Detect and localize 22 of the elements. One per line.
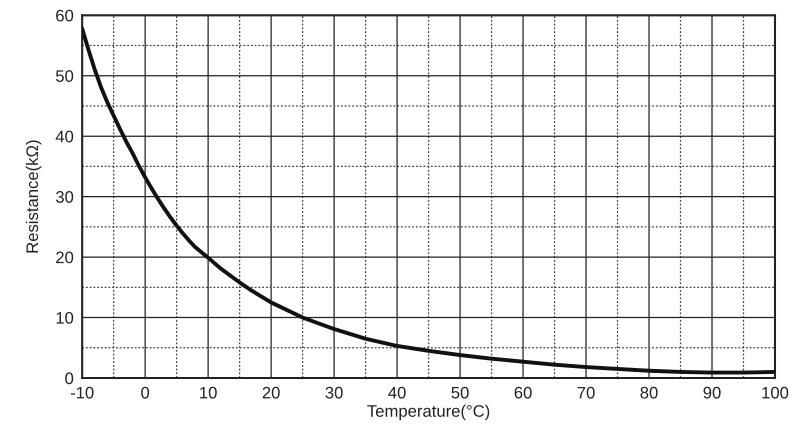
y-tick-label: 10 [56, 312, 74, 324]
x-tick-label: 50 [451, 386, 469, 399]
x-tick-label: 60 [514, 386, 532, 399]
y-tick-label: 50 [56, 70, 74, 82]
x-tick-label: -10 [70, 386, 94, 399]
x-tick-label: 0 [141, 386, 150, 399]
x-tick-label: 30 [325, 386, 343, 399]
x-tick-label: 80 [640, 386, 658, 399]
x-tick-label: 70 [578, 386, 595, 399]
y-tick-label: 30 [56, 191, 74, 203]
line-series [82, 26, 775, 375]
x-tick-label: 40 [388, 386, 406, 399]
y-tick-label: 0 [65, 372, 74, 384]
y-tick-label: 60 [56, 10, 74, 22]
y-tick-label: 20 [56, 252, 74, 264]
x-axis-title: Temperature(°C) [367, 404, 490, 420]
y-tick-label: 40 [56, 130, 74, 142]
y-axis-title: Resistance(kΩ) [26, 140, 42, 252]
x-tick-label: 20 [262, 386, 280, 399]
x-tick-label: 90 [704, 386, 721, 399]
x-tick-label: 100 [762, 386, 788, 399]
x-tick-label: 10 [200, 386, 217, 399]
